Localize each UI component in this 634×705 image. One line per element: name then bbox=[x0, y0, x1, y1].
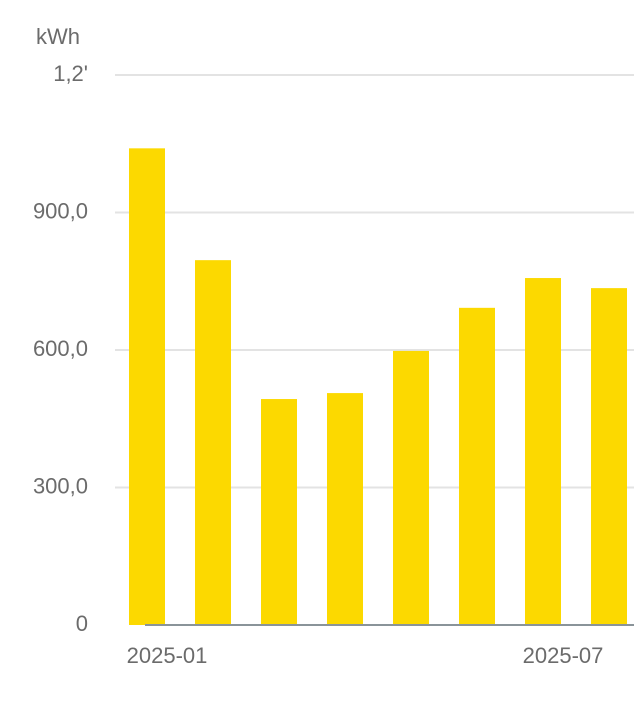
bar bbox=[459, 307, 495, 625]
bar bbox=[195, 260, 231, 625]
bar bbox=[129, 148, 165, 626]
x-tick-label: 2025-01 bbox=[127, 643, 208, 668]
axis-label: kWh bbox=[36, 24, 80, 49]
bar bbox=[327, 393, 363, 625]
y-tick-label: 1,2' bbox=[53, 61, 88, 86]
bar bbox=[261, 399, 297, 625]
bar bbox=[525, 278, 561, 625]
x-tick-label: 2025-07 bbox=[523, 643, 604, 668]
y-tick-label: 0 bbox=[76, 611, 88, 636]
bar bbox=[591, 288, 627, 625]
y-tick-label: 900,0 bbox=[33, 198, 88, 223]
bar bbox=[393, 350, 429, 625]
y-tick-label: 600,0 bbox=[33, 336, 88, 361]
y-tick-label: 300,0 bbox=[33, 473, 88, 498]
